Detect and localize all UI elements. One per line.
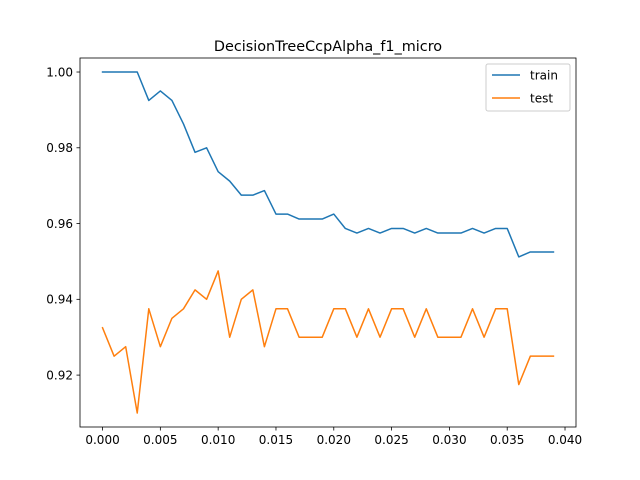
y-tick-label: 0.96 [46, 217, 73, 231]
x-tick-label: 0.030 [432, 433, 466, 447]
series-line-train [101, 71, 555, 258]
chart-title: DecisionTreeCcpAlpha_f1_micro [214, 39, 442, 55]
x-tick-label: 0.035 [490, 433, 524, 447]
x-tick-label: 0.010 [201, 433, 235, 447]
plot-frame [79, 57, 577, 428]
plot-area [80, 58, 576, 427]
y-tick-label: 0.94 [46, 293, 73, 307]
x-tick-label: 0.005 [143, 433, 177, 447]
y-tick-label: 1.00 [46, 65, 73, 79]
y-tick-label: 0.92 [46, 368, 73, 382]
legend-label-train: train [530, 69, 558, 83]
axes: 0.000 0.005 0.010 0.015 0.020 0.025 0.030 0.035… [46, 65, 582, 447]
x-tick-label: 0.040 [548, 433, 582, 447]
x-tick-label: 0.000 [85, 433, 119, 447]
legend-label-test: test [530, 92, 553, 106]
y-tick-label: 0.98 [46, 141, 73, 155]
x-tick-label: 0.015 [259, 433, 293, 447]
legend: train test [485, 63, 571, 112]
x-tick-label: 0.025 [374, 433, 408, 447]
series-line-test [101, 270, 555, 414]
x-tick-label: 0.020 [317, 433, 351, 447]
series-layer [101, 71, 555, 414]
